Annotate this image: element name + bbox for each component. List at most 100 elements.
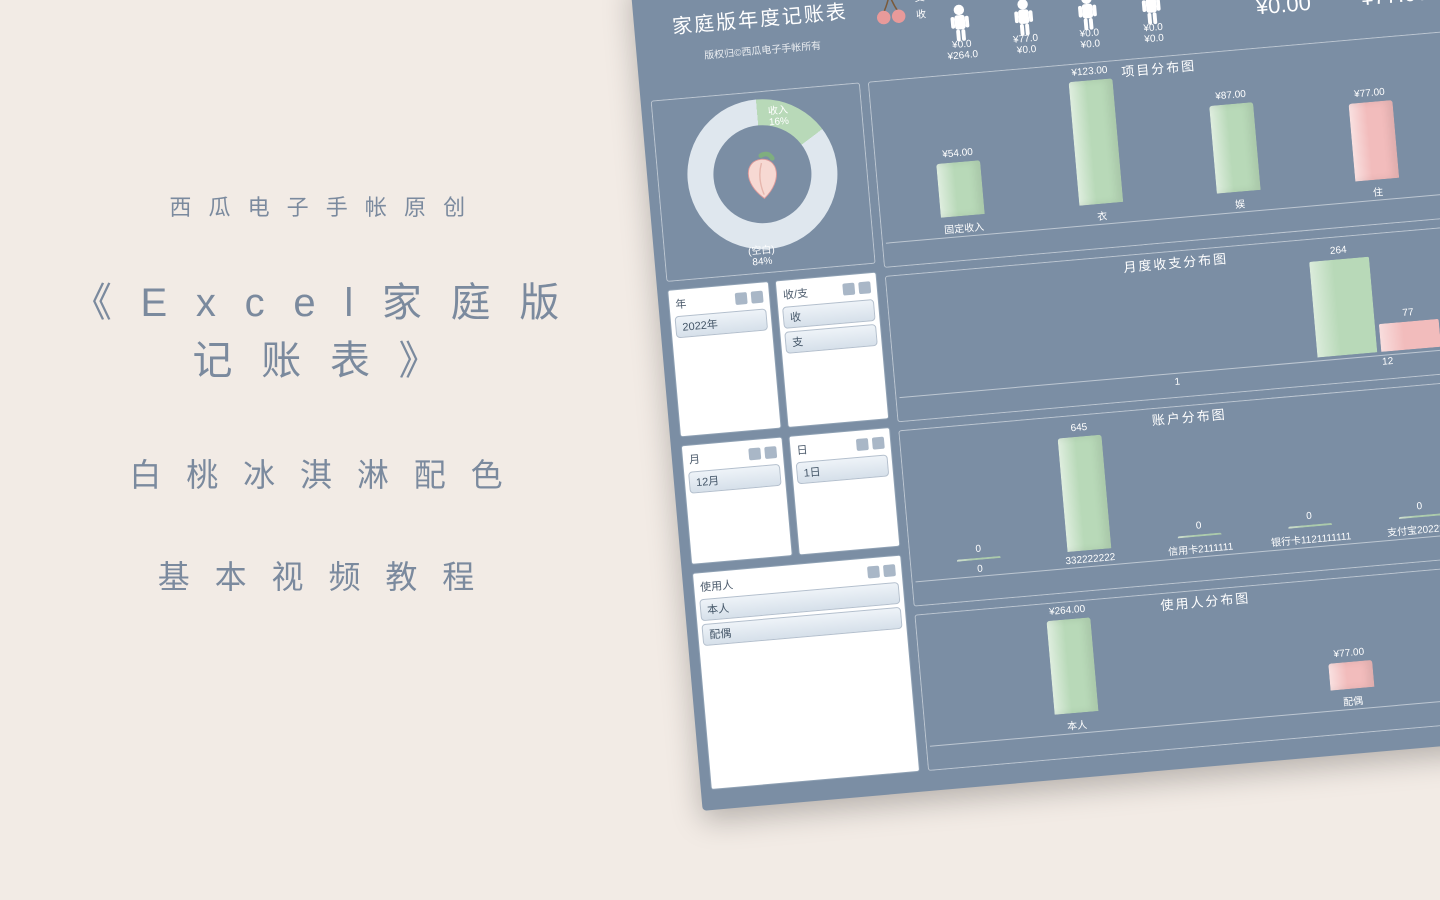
bar-value: ¥87.00 <box>1215 89 1246 103</box>
bar-base-label: 12 <box>1382 356 1394 368</box>
chart-monthly-x: 1 <box>1174 377 1181 388</box>
sort-icon[interactable] <box>867 566 880 579</box>
bar <box>957 556 1001 562</box>
bar-value: 264 <box>1330 245 1348 257</box>
total-out-value: ¥77.00 <box>1360 0 1429 11</box>
bar <box>1068 78 1123 205</box>
family-member: 子女¥0.0¥0.0 <box>1123 0 1179 47</box>
sort-icon[interactable] <box>856 438 869 451</box>
bar-label: 支付宝2022222 <box>1386 518 1440 539</box>
bar-item: 645 332222222 <box>1039 419 1131 568</box>
family-member: 父母¥0.0¥0.0 <box>1059 0 1115 52</box>
slicer-title: 使用人 <box>699 576 733 595</box>
right-column: 项目分布图 ¥54.00固定收入¥123.00衣¥87.00娱¥77.00住 月… <box>868 31 1440 771</box>
title-block: 家庭版年度记账表 版权归©西瓜电子手帐所有 <box>649 0 873 66</box>
donut-blank-pct: 84% <box>749 255 777 268</box>
promo-text-block: 西 瓜 电 子 手 帐 原 创 《 E x c e l 家 庭 版 记 账 表 … <box>60 190 580 598</box>
slicer-io[interactable]: 收/支收支 <box>775 272 890 428</box>
donut-chart: 收入 16% (空白) 84% <box>651 82 876 282</box>
bar: 7712 <box>1379 319 1440 352</box>
peach-icon <box>732 144 793 205</box>
promo-line-4: 基 本 视 频 教 程 <box>60 552 580 598</box>
bar-item: 0信用卡2111111 <box>1158 517 1241 559</box>
donut-income-pct: 16% <box>769 116 790 129</box>
total-out: 总支出 ¥77.00 <box>1357 0 1429 11</box>
donut-hole <box>709 121 815 227</box>
promo-line-2: 《 E x c e l 家 庭 版 记 账 表 》 <box>60 270 580 386</box>
bar-value: ¥54.00 <box>942 147 973 161</box>
bar-item: ¥264.00 本人 <box>1027 602 1118 735</box>
bar <box>1398 513 1440 519</box>
bar-value: 0 <box>1195 520 1202 531</box>
filter-icon[interactable] <box>858 281 871 294</box>
bar-label: 332222222 <box>1065 552 1116 567</box>
totals: 起始余额 ¥0.00 总支出 ¥77.00 <box>1241 0 1439 21</box>
slicer-month[interactable]: 月12月 <box>681 436 793 564</box>
slicer-day[interactable]: 日1日 <box>788 427 900 555</box>
slicer-item[interactable]: 支 <box>784 324 878 354</box>
bar <box>1058 435 1112 552</box>
bar-value: ¥77.00 <box>1354 87 1385 101</box>
total-start-value: ¥0.00 <box>1244 0 1322 21</box>
family-member: 本人¥0.0¥264.0 <box>932 0 988 63</box>
bar-item: ¥123.00 衣 <box>1049 63 1142 226</box>
filter-icon[interactable] <box>751 291 764 304</box>
dashboard-wrapper: 家庭版年度记账表 版权归©西瓜电子手帐所有 支 收 本人¥0.0¥264.0配偶… <box>630 0 1440 811</box>
bar <box>936 160 985 218</box>
bar-item: ¥87.00娱 <box>1190 87 1280 215</box>
bar-item: 0 支付宝2022222 <box>1379 498 1440 540</box>
dashboard-body: 收入 16% (空白) 84% 年2022年 收/支收支 <box>651 31 1440 790</box>
bar-item: 0 银行卡1121111111 <box>1269 507 1352 549</box>
family-member: 配偶¥77.0¥0.0 <box>996 0 1052 58</box>
bar <box>1348 100 1399 182</box>
slicer-title: 年 <box>675 295 687 312</box>
donut-ring <box>681 93 844 256</box>
family-grid: 本人¥0.0¥264.0配偶¥77.0¥0.0父母¥0.0¥0.0子女¥0.0¥… <box>932 0 1180 63</box>
bar <box>1288 523 1332 529</box>
sort-icon[interactable] <box>842 283 855 296</box>
person-icon <box>1073 0 1102 27</box>
bar-value: 645 <box>1070 422 1088 434</box>
bar-value: ¥264.00 <box>1049 604 1086 618</box>
slicer-row-2: 月12月 日1日 <box>681 427 901 565</box>
promo-line-1: 西 瓜 电 子 手 帐 原 创 <box>60 190 580 222</box>
bar-item: ¥77.00住 <box>1329 85 1418 203</box>
person-icon <box>1009 0 1038 33</box>
bar-value: 77 <box>1402 307 1414 319</box>
bar <box>1328 660 1374 691</box>
person-icon <box>1137 0 1166 22</box>
bar-label: 银行卡1121111111 <box>1270 527 1351 549</box>
row-label-expense: 支 <box>914 0 925 4</box>
donut: 收入 16% (空白) 84% <box>681 93 844 256</box>
bar-item: ¥77.00 配偶 <box>1309 644 1394 711</box>
slicer-title: 日 <box>796 441 808 458</box>
dashboard: 家庭版年度记账表 版权归©西瓜电子手帐所有 支 收 本人¥0.0¥264.0配偶… <box>630 0 1440 811</box>
slicer-title: 月 <box>688 451 700 468</box>
filter-icon[interactable] <box>883 564 896 577</box>
slicer-row-1: 年2022年 收/支收支 <box>667 272 889 438</box>
bar-label: 本人 <box>1066 716 1087 733</box>
donut-blank-label: (空白) 84% <box>747 240 776 268</box>
slicer-year[interactable]: 年2022年 <box>667 281 782 437</box>
sort-icon[interactable] <box>748 447 761 460</box>
bar-value: ¥77.00 <box>1333 647 1364 661</box>
promo-line-3: 白 桃 冰 淇 淋 配 色 <box>60 450 580 496</box>
bar-value: 0 <box>1416 501 1423 512</box>
slicer-user[interactable]: 使用人本人配偶 <box>692 555 920 790</box>
filter-icon[interactable] <box>764 446 777 459</box>
bar-label: 固定收入 <box>943 218 984 236</box>
bar-group: 2647712 <box>1309 251 1440 357</box>
bar-label: 衣 <box>1096 207 1107 223</box>
row-labels: 支 收 <box>914 0 927 23</box>
bar-value: ¥123.00 <box>1071 65 1108 79</box>
slicer-title: 收/支 <box>782 285 808 303</box>
bar: 264 <box>1309 257 1377 358</box>
bar-item: ¥54.00 固定收入 <box>917 145 1004 239</box>
row-label-income: 收 <box>915 5 926 21</box>
bar-label: 配偶 <box>1342 692 1363 709</box>
bar <box>1178 533 1222 539</box>
filter-icon[interactable] <box>872 437 885 450</box>
sort-icon[interactable] <box>735 292 748 305</box>
bar-value: 0 <box>1306 511 1313 522</box>
bar-value: 0 <box>975 544 982 555</box>
